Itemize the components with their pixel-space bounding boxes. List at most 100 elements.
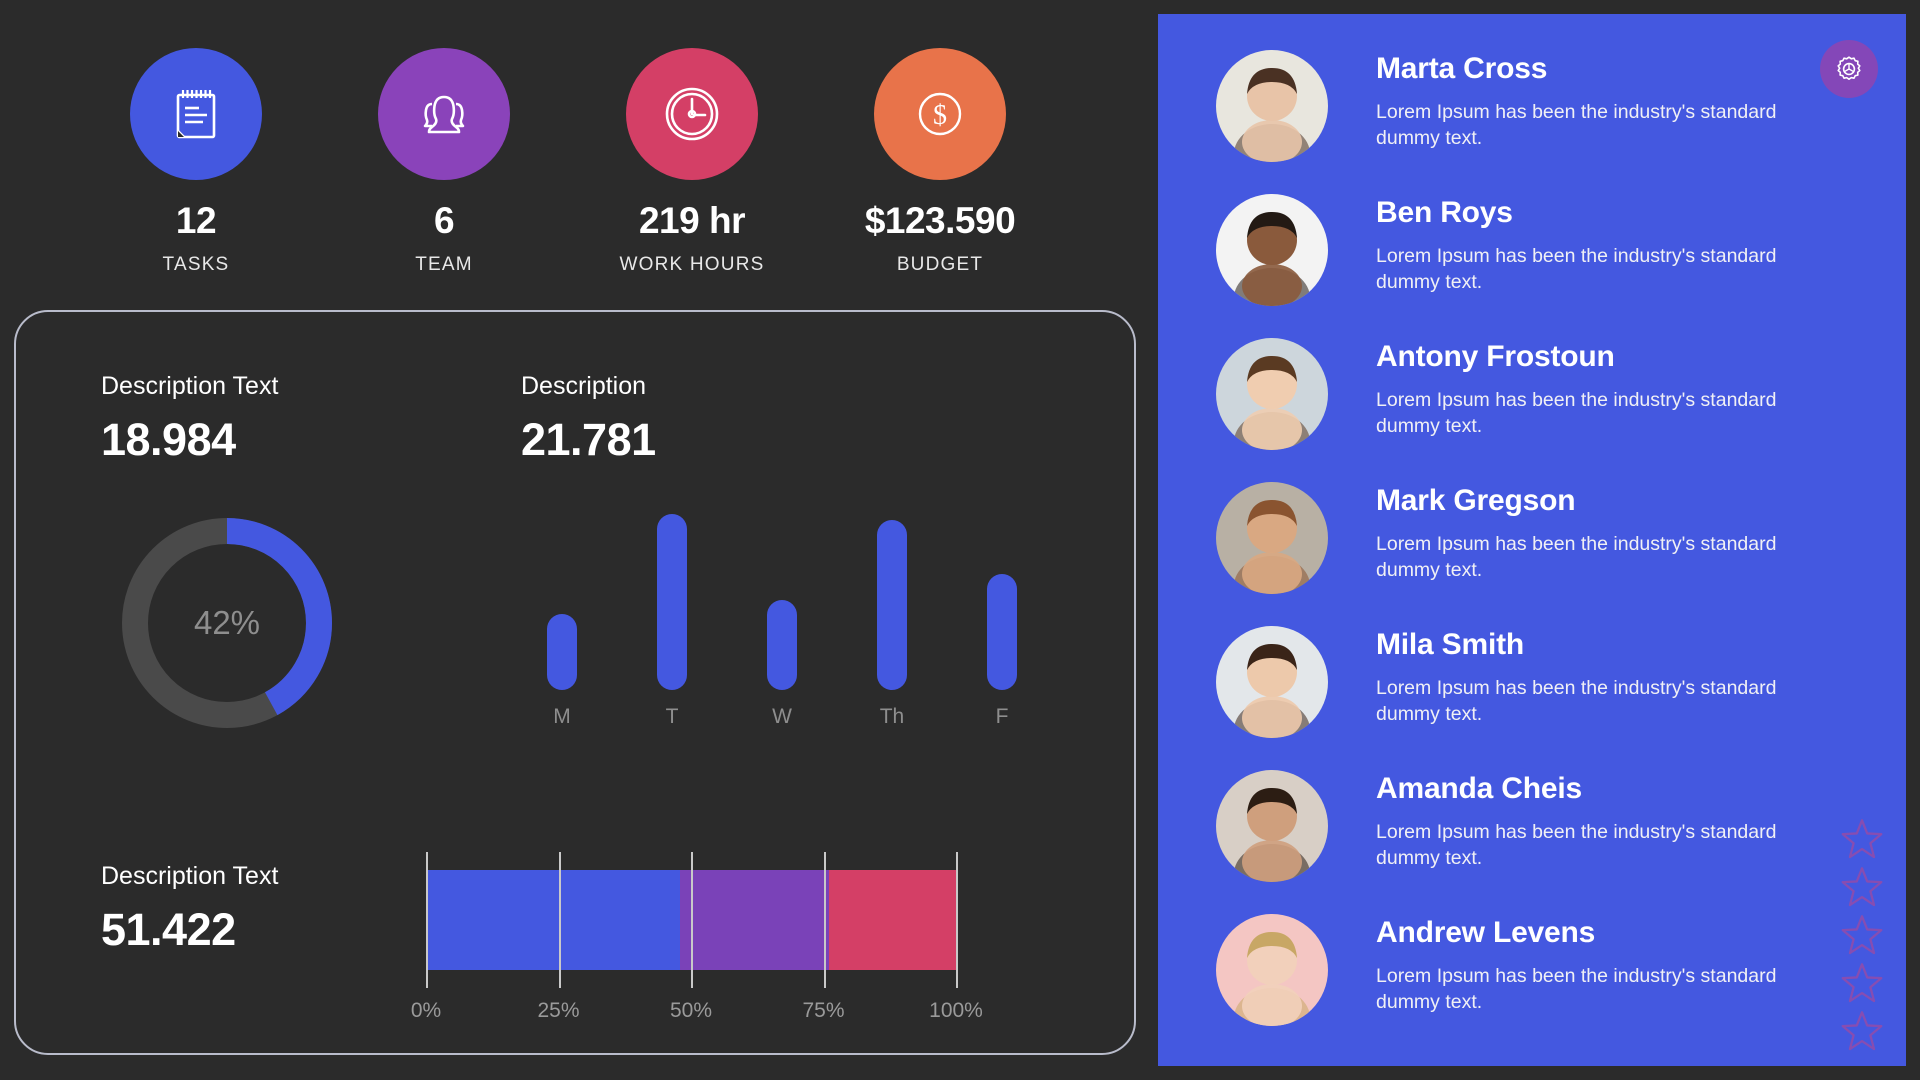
kpi-work-hours-label: WORK HOURS [619, 254, 765, 275]
analytics-card: Description Text 18.984 Description 21.7… [14, 310, 1136, 1055]
avatar [1216, 50, 1328, 162]
person-text: Ben Roys Lorem Ipsum has been the industr… [1376, 192, 1796, 295]
axis-tick-label: 75% [802, 999, 845, 1022]
kpi-work-hours-icon-circle [626, 48, 758, 180]
person-list-item[interactable]: Amanda Cheis Lorem Ipsum has been the ind… [1216, 768, 1896, 912]
person-name: Mark Gregson [1376, 484, 1576, 517]
person-description: Lorem Ipsum has been the industry's stan… [1376, 965, 1777, 1014]
person-description: Lorem Ipsum has been the industry's stan… [1376, 821, 1777, 870]
bar [547, 614, 577, 690]
stack-description-block: Description Text 51.422 [101, 862, 279, 955]
avatar-image [1216, 50, 1328, 162]
weekly-bar-chart: M T W Th F [532, 482, 1032, 762]
axis-tick-line [691, 852, 693, 988]
team-panel: Marta Cross Lorem Ipsum has been the indu… [1158, 14, 1906, 1066]
bars-description-label: Description [521, 372, 647, 400]
person-description: Lorem Ipsum has been the industry's stan… [1376, 677, 1777, 726]
avatar [1216, 770, 1328, 882]
stack-description-label: Description Text [101, 862, 279, 890]
bar-label: F [995, 705, 1009, 728]
bars-description-block: Description 21.781 [521, 372, 656, 465]
bar [767, 600, 797, 690]
stack-description-value: 51.422 [101, 904, 236, 955]
person-name: Andrew Levens [1376, 916, 1596, 949]
svg-text:$: $ [933, 100, 947, 131]
person-name: Marta Cross [1376, 52, 1548, 85]
avatar [1216, 914, 1328, 1026]
avatar [1216, 482, 1328, 594]
clock-icon [665, 87, 719, 141]
kpi-tasks[interactable]: 12 TASKS [72, 48, 320, 274]
donut-chart: 42% [116, 512, 338, 734]
avatar-image [1216, 194, 1328, 306]
person-text: Mila Smith Lorem Ipsum has been the indus… [1376, 624, 1796, 727]
settings-button[interactable] [1820, 40, 1878, 98]
bar-label: Th [879, 705, 905, 728]
left-column: 12 TASKS 6 TEAM [14, 48, 1136, 1055]
avatar [1216, 338, 1328, 450]
person-text: Antony Frostoun Lorem Ipsum has been the … [1376, 336, 1796, 439]
kpi-tasks-value: 12 [175, 200, 217, 241]
kpi-tasks-icon-circle [130, 48, 262, 180]
kpi-work-hours-value: 219 hr [638, 200, 746, 241]
star-decoration [1840, 818, 1884, 1052]
bar [877, 520, 907, 690]
bar-column[interactable]: T [642, 514, 702, 727]
bar-column[interactable]: M [532, 614, 592, 727]
person-list-item[interactable]: Antony Frostoun Lorem Ipsum has been the … [1216, 336, 1896, 480]
people-icon [423, 95, 465, 134]
bar [987, 574, 1017, 690]
person-description: Lorem Ipsum has been the industry's stan… [1376, 101, 1777, 150]
axis-tick-line [426, 852, 428, 988]
star-icon [1841, 915, 1883, 955]
kpi-team-value: 6 [433, 200, 455, 241]
kpi-team[interactable]: 6 TEAM [320, 48, 568, 274]
person-list-item[interactable]: Mila Smith Lorem Ipsum has been the indus… [1216, 624, 1896, 768]
star-icon [1841, 963, 1883, 1003]
donut-description-block: Description Text 18.984 [101, 374, 278, 465]
kpi-row: 12 TASKS 6 TEAM [72, 48, 1092, 278]
star-icon [1841, 867, 1883, 907]
person-description: Lorem Ipsum has been the industry's stan… [1376, 245, 1777, 294]
bars-description-value: 21.781 [521, 414, 656, 465]
bar [657, 514, 687, 690]
gear-icon [1837, 56, 1861, 80]
kpi-tasks-label: TASKS [162, 254, 230, 275]
person-list-item[interactable]: Andrew Levens Lorem Ipsum has been the in… [1216, 912, 1896, 1056]
stacked-bar-segment[interactable] [828, 870, 956, 970]
person-text: Andrew Levens Lorem Ipsum has been the in… [1376, 912, 1796, 1015]
person-name: Mila Smith [1376, 628, 1525, 661]
avatar-image [1216, 626, 1328, 738]
kpi-team-icon-circle [378, 48, 510, 180]
bar-column[interactable]: F [972, 574, 1032, 727]
person-description: Lorem Ipsum has been the industry's stan… [1376, 389, 1777, 438]
stacked-bar-segment[interactable] [426, 870, 681, 970]
person-list-item[interactable]: Mark Gregson Lorem Ipsum has been the ind… [1216, 480, 1896, 624]
person-name: Antony Frostoun [1376, 340, 1615, 373]
people-list: Marta Cross Lorem Ipsum has been the indu… [1216, 48, 1896, 1056]
kpi-team-label: TEAM [415, 254, 473, 275]
bar-column[interactable]: Th [862, 520, 922, 727]
kpi-budget-label: BUDGET [896, 254, 984, 275]
kpi-work-hours[interactable]: 219 hr WORK HOURS [568, 48, 816, 274]
kpi-budget-icon-circle: $ [874, 48, 1006, 180]
bar-chart-plot: M T W Th F [532, 482, 1032, 727]
donut-description-value: 18.984 [101, 414, 236, 465]
avatar-image [1216, 770, 1328, 882]
bar-label: M [553, 705, 571, 728]
stacked-bar-segment[interactable] [680, 870, 829, 970]
person-text: Amanda Cheis Lorem Ipsum has been the ind… [1376, 768, 1796, 871]
stacked-bar-chart: 0% 25% 50% 75% 100% [411, 842, 1036, 1022]
avatar [1216, 194, 1328, 306]
star-icon [1841, 1011, 1883, 1051]
kpi-budget[interactable]: $ $123.590 BUDGET [816, 48, 1064, 274]
person-list-item[interactable]: Marta Cross Lorem Ipsum has been the indu… [1216, 48, 1896, 192]
person-list-item[interactable]: Ben Roys Lorem Ipsum has been the industr… [1216, 192, 1896, 336]
kpi-budget-value: $123.590 [864, 200, 1016, 241]
person-text: Marta Cross Lorem Ipsum has been the indu… [1376, 48, 1796, 151]
axis-tick-line [956, 852, 958, 988]
avatar [1216, 626, 1328, 738]
axis-tick-line [558, 852, 561, 988]
bar-column[interactable]: W [752, 600, 812, 727]
